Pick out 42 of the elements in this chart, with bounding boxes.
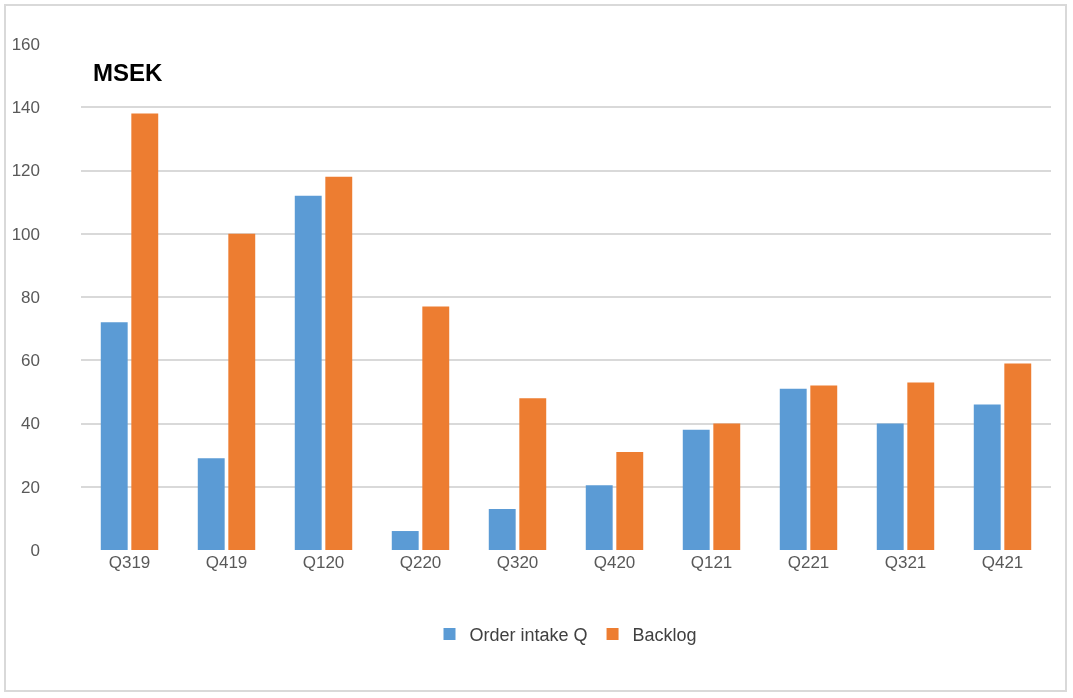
x-tick-label: Q319	[108, 553, 151, 572]
bar	[907, 382, 935, 550]
bar	[519, 398, 547, 550]
y-tick-label: 0	[30, 540, 40, 560]
x-tick-label: Q220	[399, 553, 442, 572]
bar	[100, 322, 128, 550]
x-tick-label: Q221	[787, 553, 830, 572]
bar	[1004, 363, 1032, 550]
bar	[810, 385, 838, 550]
bar	[325, 176, 353, 550]
bar	[585, 485, 613, 550]
y-tick-label: 80	[21, 287, 40, 307]
x-tick-label: Q421	[981, 553, 1024, 572]
y-tick-label: 60	[21, 351, 40, 371]
bar	[488, 508, 516, 550]
bar	[616, 451, 644, 550]
bar	[131, 113, 159, 550]
legend-label: Backlog	[632, 625, 697, 645]
legend-label: Order intake Q	[469, 625, 588, 645]
bar	[779, 388, 807, 550]
bar	[682, 429, 710, 550]
bar	[713, 423, 741, 550]
y-tick-label: 140	[11, 98, 40, 118]
bar	[294, 195, 322, 550]
bar	[422, 306, 450, 550]
bar	[197, 458, 225, 550]
bar	[228, 233, 256, 550]
y-tick-label: 100	[11, 224, 40, 244]
bar	[973, 404, 1001, 550]
x-tick-label: Q320	[496, 553, 539, 572]
y-tick-label: 120	[11, 161, 40, 181]
bar	[876, 423, 904, 550]
x-tick-label: Q321	[884, 553, 927, 572]
y-tick-label: 160	[11, 34, 40, 54]
x-tick-label: Q120	[302, 553, 345, 572]
y-axis-title: MSEK	[93, 59, 164, 86]
x-tick-label: Q121	[690, 553, 733, 572]
y-tick-label: 20	[21, 477, 40, 497]
x-tick-label: Q420	[593, 553, 636, 572]
y-tick-label: 40	[21, 414, 40, 434]
x-tick-label: Q419	[205, 553, 248, 572]
bar	[391, 531, 419, 550]
